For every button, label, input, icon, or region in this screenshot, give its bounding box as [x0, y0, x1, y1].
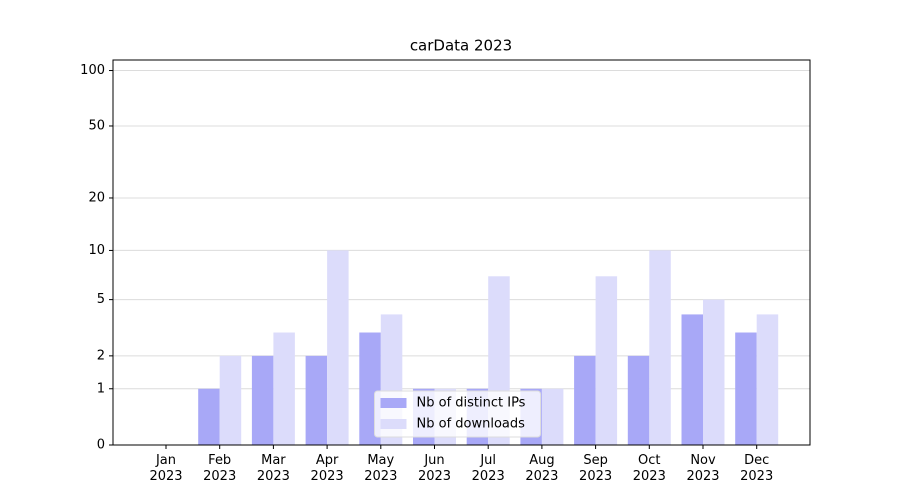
- legend-swatch: [380, 419, 407, 429]
- x-tick-label: Sep 2023: [579, 453, 613, 484]
- y-tick-label: 20: [88, 190, 105, 205]
- chart-title: carData 2023: [410, 37, 512, 55]
- bar: [219, 355, 242, 445]
- x-tick-label: Oct 2023: [632, 453, 666, 484]
- x-tick-label: Mar 2023: [256, 453, 290, 484]
- legend-swatch: [380, 398, 407, 408]
- bar: [251, 355, 274, 445]
- x-tick-label: Jan 2023: [149, 453, 183, 484]
- bar: [627, 355, 650, 445]
- y-tick-label: 100: [80, 63, 105, 78]
- bar: [681, 314, 703, 445]
- y-tick-label: 2: [97, 348, 105, 363]
- x-tick-label: Aug 2023: [525, 453, 559, 484]
- x-tick-label: Dec 2023: [740, 453, 774, 484]
- x-tick-label: Nov 2023: [686, 453, 720, 484]
- bar: [273, 332, 295, 445]
- legend-box: [374, 390, 541, 438]
- x-tick-label: Jul 2023: [471, 453, 505, 484]
- bar: [735, 332, 757, 445]
- y-tick-label: 0: [97, 438, 105, 453]
- y-tick-label: 1: [97, 381, 105, 396]
- legend-label: Nb of distinct IPs: [417, 396, 526, 411]
- bar: [703, 299, 725, 445]
- x-tick-label: Apr 2023: [310, 453, 344, 484]
- legend: Nb of distinct IPs Nb of downloads: [374, 390, 541, 438]
- bar: [595, 276, 618, 445]
- bar: [541, 388, 564, 445]
- x-tick-label: May 2023: [364, 453, 398, 484]
- y-tick-label: 50: [88, 118, 105, 133]
- y-tick-label: 5: [97, 292, 105, 307]
- bar: [574, 355, 596, 445]
- bar: [756, 314, 779, 445]
- bar: [327, 250, 349, 445]
- y-tick-label: 10: [88, 243, 105, 258]
- legend-label: Nb of downloads: [417, 417, 526, 432]
- x-tick-label: Feb 2023: [203, 453, 237, 484]
- x-tick-label: Jun 2023: [417, 453, 452, 484]
- bar: [198, 388, 220, 445]
- bar: [305, 355, 328, 445]
- plot-frame: [112, 59, 811, 446]
- bar: [649, 250, 671, 445]
